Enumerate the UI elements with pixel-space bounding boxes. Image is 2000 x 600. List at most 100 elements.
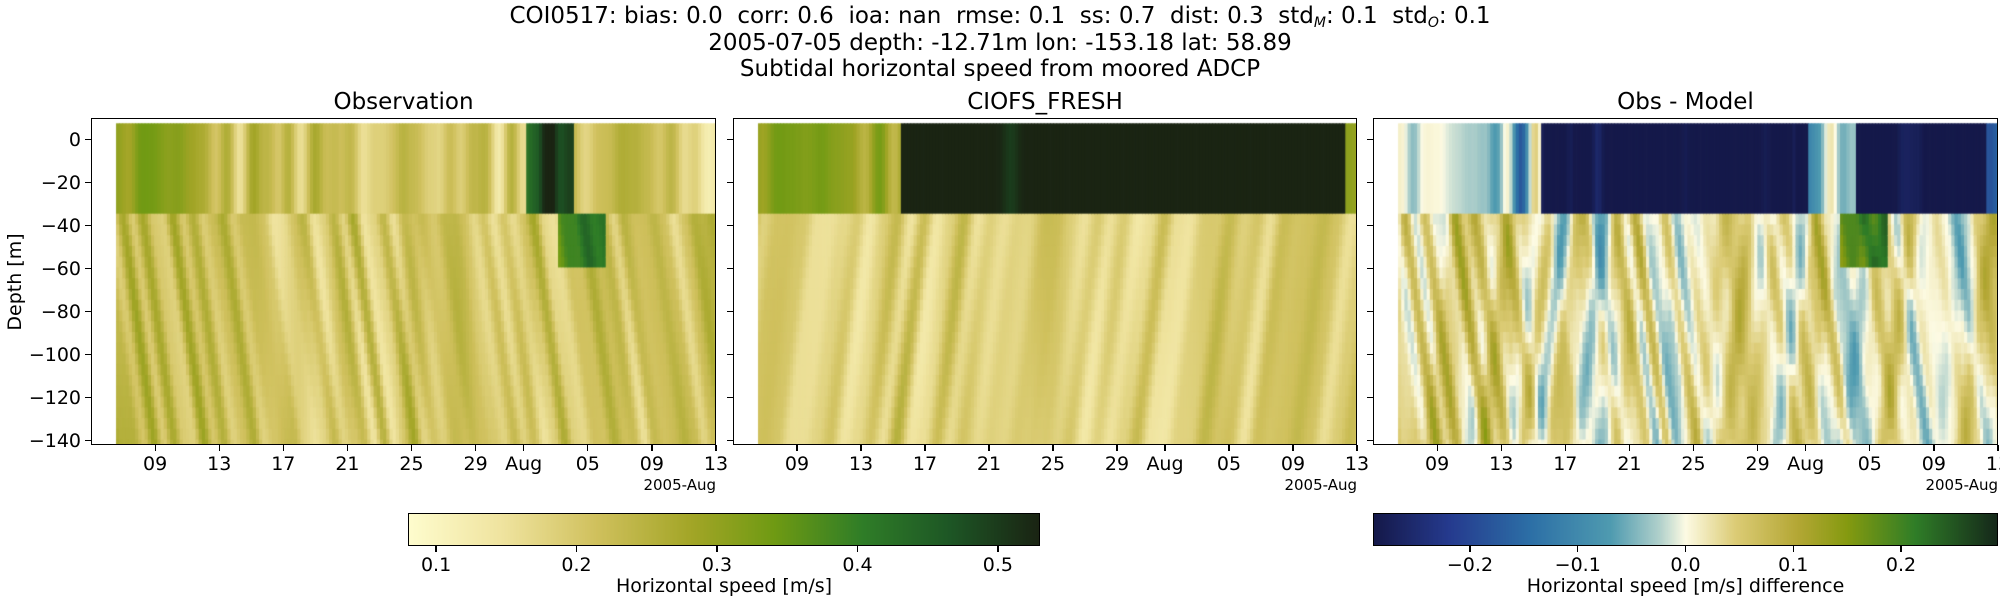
x-axis-offset-label: 2005-Aug [1925,476,1998,494]
stat-7: stdO: 0.1 [1392,3,1491,31]
y-tick-mark [727,138,733,141]
y-tick-mark [1367,397,1373,399]
x-tick-mark [154,445,156,451]
y-tick-label: −40 [40,214,81,237]
x-tick-mark [1757,445,1759,451]
colorbar-speed-label: Horizontal speed [m/s] [615,575,833,597]
stat-value: 0.6 [789,3,834,29]
x-axis-offset-label: 2005-Aug [1284,476,1357,494]
x-tick-label: 05 [575,453,600,475]
stat-label: corr: [737,3,790,29]
heatmap-panel-model [733,118,1357,445]
colorbar-tick-mark [997,546,999,552]
stat-colon: : [1438,3,1447,29]
stat-0: bias: 0.0 [624,3,723,29]
x-tick-mark [1356,445,1358,451]
stat-value: 0.1 [1446,3,1491,29]
x-tick-mark [523,445,525,451]
y-tick-mark [85,224,91,227]
y-tick-label: −60 [40,257,81,280]
x-tick-label: 13 [703,453,729,475]
colorbar-tick-label: −0.2 [1446,554,1494,576]
x-tick-label: 05 [1857,453,1882,475]
x-tick-label: 13 [1985,453,2000,475]
x-tick-label: 21 [976,453,1002,475]
stat-subscript: O [1427,15,1439,31]
colorbar-difference-gradient [1374,514,1997,545]
x-tick-mark [1292,445,1294,451]
x-tick-label: 13 [207,453,232,475]
stat-label: rmse: [955,3,1022,29]
x-tick-mark [410,445,413,451]
colorbar-tick-label: 0.2 [1885,554,1917,576]
x-tick-label: 29 [463,453,488,475]
stat-1: corr: 0.6 [737,3,833,29]
x-tick-mark [924,445,926,451]
heatmap-difference [1374,119,1997,444]
x-tick-label: 13 [1489,453,1514,475]
heatmap-model [734,119,1356,444]
y-tick-mark [727,224,733,227]
x-tick-mark [1052,445,1054,451]
x-tick-mark [988,445,990,451]
y-tick-mark [85,397,91,399]
x-tick-mark [796,445,798,451]
y-tick-mark [85,181,91,184]
colorbar-tick-label: 0.0 [1670,554,1701,576]
y-tick-mark [1367,354,1373,356]
x-tick-label: 09 [639,453,664,475]
x-tick-label: 09 [143,453,168,475]
x-tick-mark [1228,445,1230,451]
y-tick-mark [1367,224,1373,227]
colorbar-difference [1373,513,1998,546]
stat-5: dist: 0.3 [1170,3,1264,29]
colorbar-tick-mark [1900,546,1902,552]
x-tick-mark [860,445,862,451]
x-tick-mark [651,445,653,451]
colorbar-tick-label: 0.5 [982,554,1013,576]
heatmap-panel-observation [91,118,716,445]
stat-label: ss: [1079,3,1112,29]
x-tick-mark [1436,445,1438,451]
stat-label: dist: [1170,3,1220,29]
colorbar-tick-label: 0.4 [842,554,873,576]
colorbar-difference-label: Horizontal speed [m/s] difference [1526,575,1845,597]
y-tick-label: −100 [28,343,81,366]
stat-6: stdM: 0.1 [1278,3,1377,31]
x-tick-label: 25 [399,453,424,475]
y-tick-label: −120 [28,386,81,409]
panel-title-model: CIOFS_FRESH [967,89,1123,115]
stat-2: ioa: nan [848,3,941,29]
x-tick-label: 17 [1553,453,1578,475]
colorbar-speed [408,513,1040,546]
y-tick-mark [1367,138,1373,141]
x-tick-mark [715,445,717,451]
x-tick-label: Aug [1787,453,1825,475]
stat-value: 0.0 [678,3,723,29]
colorbar-tick-mark [716,546,718,552]
x-tick-mark [1116,445,1118,451]
x-tick-label: 17 [912,453,938,475]
y-tick-label: −140 [28,429,81,452]
x-tick-label: 29 [1745,453,1770,475]
chart-title-line-2: 2005-07-05 depth: -12.71m lon: -153.18 l… [708,30,1292,56]
y-tick-mark [727,267,733,270]
colorbar-tick-label: 0.1 [1778,554,1809,576]
y-tick-mark [85,311,91,313]
colorbar-tick-label: −0.1 [1554,554,1601,576]
y-tick-mark [727,440,733,442]
x-tick-mark [587,445,589,451]
stat-3: rmse: 0.1 [956,3,1065,29]
heatmap-observation [92,119,715,444]
x-tick-mark [218,445,220,451]
y-tick-label: 0 [68,128,81,151]
x-tick-label: 25 [1040,453,1066,475]
stat-label: std [1278,3,1314,29]
x-tick-mark [475,445,477,451]
y-tick-label: −80 [40,300,81,323]
panel-title-observation: Observation [333,89,474,115]
y-tick-mark [85,354,91,356]
y-tick-mark [727,181,733,184]
x-tick-label: 21 [1617,453,1642,475]
x-tick-mark [1805,445,1807,451]
